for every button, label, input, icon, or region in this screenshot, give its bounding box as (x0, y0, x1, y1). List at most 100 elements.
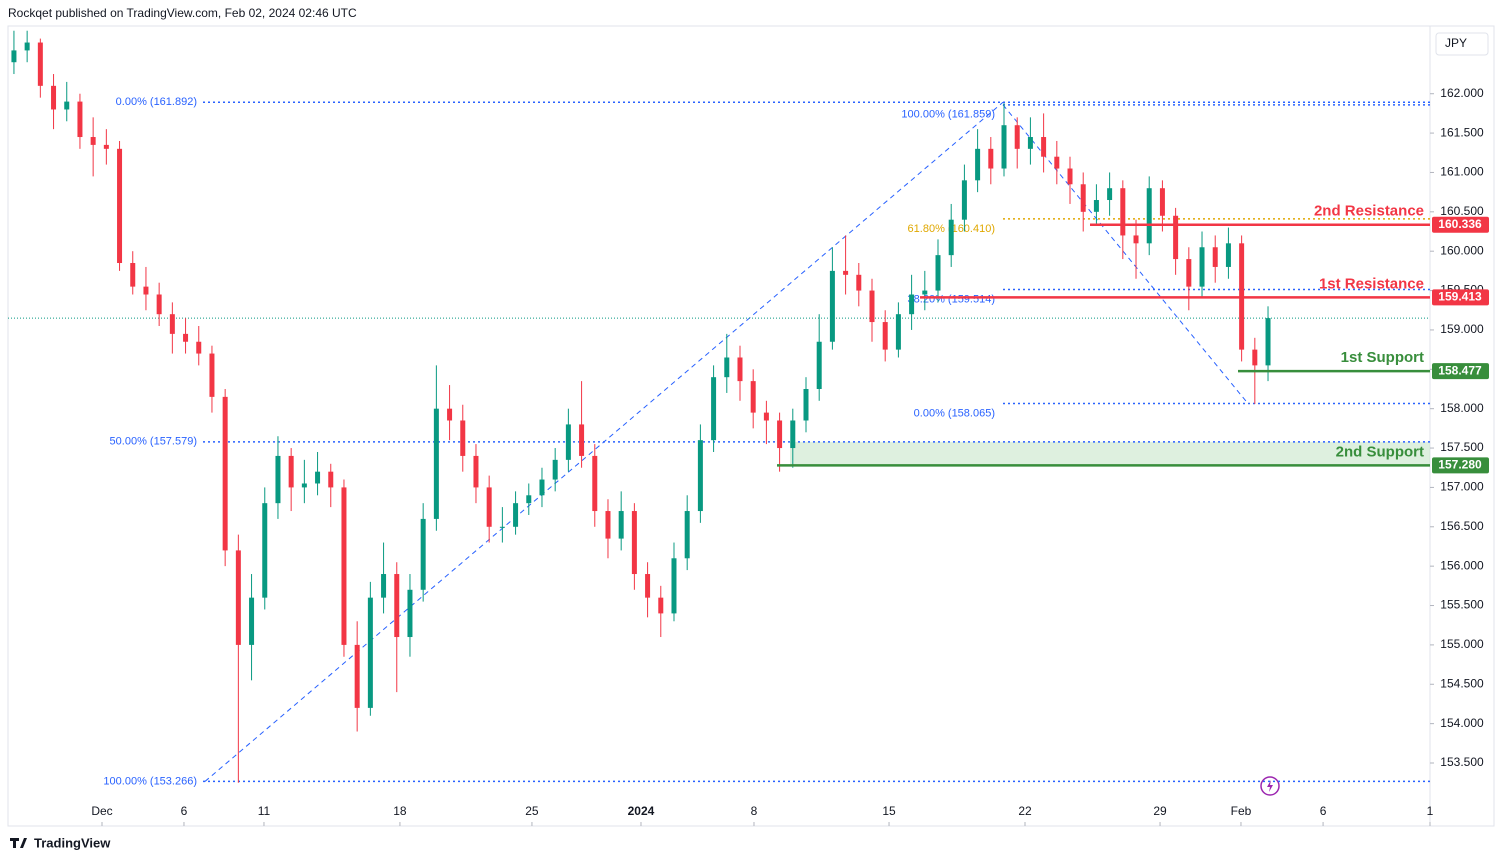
candle-body (249, 597, 255, 645)
candle-body (724, 357, 730, 378)
candle-body (433, 408, 439, 519)
candle-body (909, 294, 915, 315)
candle-body (829, 270, 835, 342)
candle-body (77, 101, 83, 138)
candle-body (539, 479, 545, 496)
candle-body (895, 314, 901, 350)
candle-body (235, 550, 241, 645)
y-tick-label: 156.500 (1440, 519, 1484, 533)
candle-body (341, 487, 347, 645)
candle-body (1173, 215, 1179, 260)
candle-body (948, 219, 954, 256)
candle-body (1212, 247, 1218, 267)
x-tick-label: 11 (258, 804, 271, 818)
candle-body (763, 412, 769, 421)
candle-body (156, 294, 162, 315)
x-tick-label: 8 (751, 804, 758, 818)
candle-body (51, 85, 57, 110)
y-tick-label: 161.500 (1440, 125, 1484, 139)
candle-body (381, 574, 387, 598)
x-tick-label: 29 (1153, 804, 1167, 818)
candle-body (697, 440, 703, 512)
candle-body (1252, 349, 1258, 366)
candle-body (1054, 156, 1060, 169)
candle-body (196, 341, 202, 354)
level-tag-label: 159.413 (1438, 290, 1482, 304)
candle-body (354, 644, 360, 708)
x-tick-label: Feb (1231, 804, 1252, 818)
candle-body (1265, 318, 1271, 366)
candle-body (420, 518, 426, 590)
candle-body (90, 137, 96, 145)
candle-body (301, 483, 307, 488)
x-tick-label: 15 (882, 804, 896, 818)
candle-body (209, 353, 215, 397)
candle-body (103, 144, 109, 149)
fib-trend (204, 101, 1004, 782)
x-tick-label: 22 (1018, 804, 1032, 818)
fib-trend (1002, 104, 1249, 404)
level-name: 1st Resistance (1319, 275, 1424, 292)
level-tag-label: 160.336 (1438, 217, 1482, 231)
candle-body (1133, 235, 1139, 244)
candle-body (460, 420, 466, 456)
candle-body (513, 503, 519, 527)
candle-body (1199, 247, 1205, 287)
y-tick-label: 157.500 (1440, 440, 1484, 454)
candle-body (1186, 259, 1192, 287)
y-tick-label: 160.500 (1440, 204, 1484, 218)
y-tick-label: 157.000 (1440, 480, 1484, 494)
candle-body (552, 459, 558, 480)
candle-body (367, 597, 373, 708)
fib-label: 0.00% (158.065) (914, 407, 995, 419)
fib-label: 100.00% (153.266) (103, 775, 197, 787)
candle-body (618, 511, 624, 539)
candle-body (671, 558, 677, 614)
candle-body (975, 148, 981, 181)
candle-body (750, 381, 756, 413)
candle-body (24, 42, 30, 51)
candle-body (288, 455, 294, 488)
candle-body (130, 263, 136, 287)
x-tick-label: 6 (181, 804, 188, 818)
level-tag (1432, 289, 1489, 306)
alert-icon (1260, 776, 1280, 796)
level-tag (1432, 363, 1489, 380)
candle-body (684, 511, 690, 559)
y-tick-label: 155.500 (1440, 598, 1484, 612)
candle-body (1146, 188, 1152, 244)
level-tag (1432, 216, 1489, 233)
candle-body (935, 255, 941, 291)
candle-body (394, 574, 400, 638)
candle-body (1014, 125, 1020, 149)
header-text: Rockqet published on TradingView.com, Fe… (8, 6, 357, 20)
candle-body (1001, 125, 1007, 169)
level-name: 1st Support (1341, 349, 1424, 366)
candle-body (1225, 243, 1231, 267)
fib-label: 38.20% (159.514) (908, 293, 995, 305)
candle-body (1041, 137, 1047, 157)
candle-body (275, 455, 281, 504)
candle-body (526, 495, 532, 504)
support-zone (790, 441, 1430, 466)
fib-label: 50.00% (157.579) (110, 436, 197, 448)
candle-body (447, 408, 453, 421)
candle-body (1027, 137, 1033, 149)
y-tick-label: 155.000 (1440, 637, 1484, 651)
candle-body (869, 290, 875, 323)
candle-body (579, 424, 585, 456)
candle-body (1067, 168, 1073, 185)
level-name: 2nd Support (1336, 443, 1424, 460)
level-tag-label: 157.280 (1438, 458, 1482, 472)
candle-body (631, 511, 637, 575)
currency: JPY (1445, 36, 1467, 50)
candle-body (777, 420, 783, 449)
candle-body (499, 526, 505, 528)
x-tick-label: 25 (525, 804, 539, 818)
candle-body (486, 487, 492, 527)
candle-body (117, 148, 123, 264)
footer-brand: TradingView (34, 835, 111, 850)
candle-body (222, 396, 228, 551)
candle-body (803, 388, 809, 421)
candle-body (1107, 188, 1113, 201)
